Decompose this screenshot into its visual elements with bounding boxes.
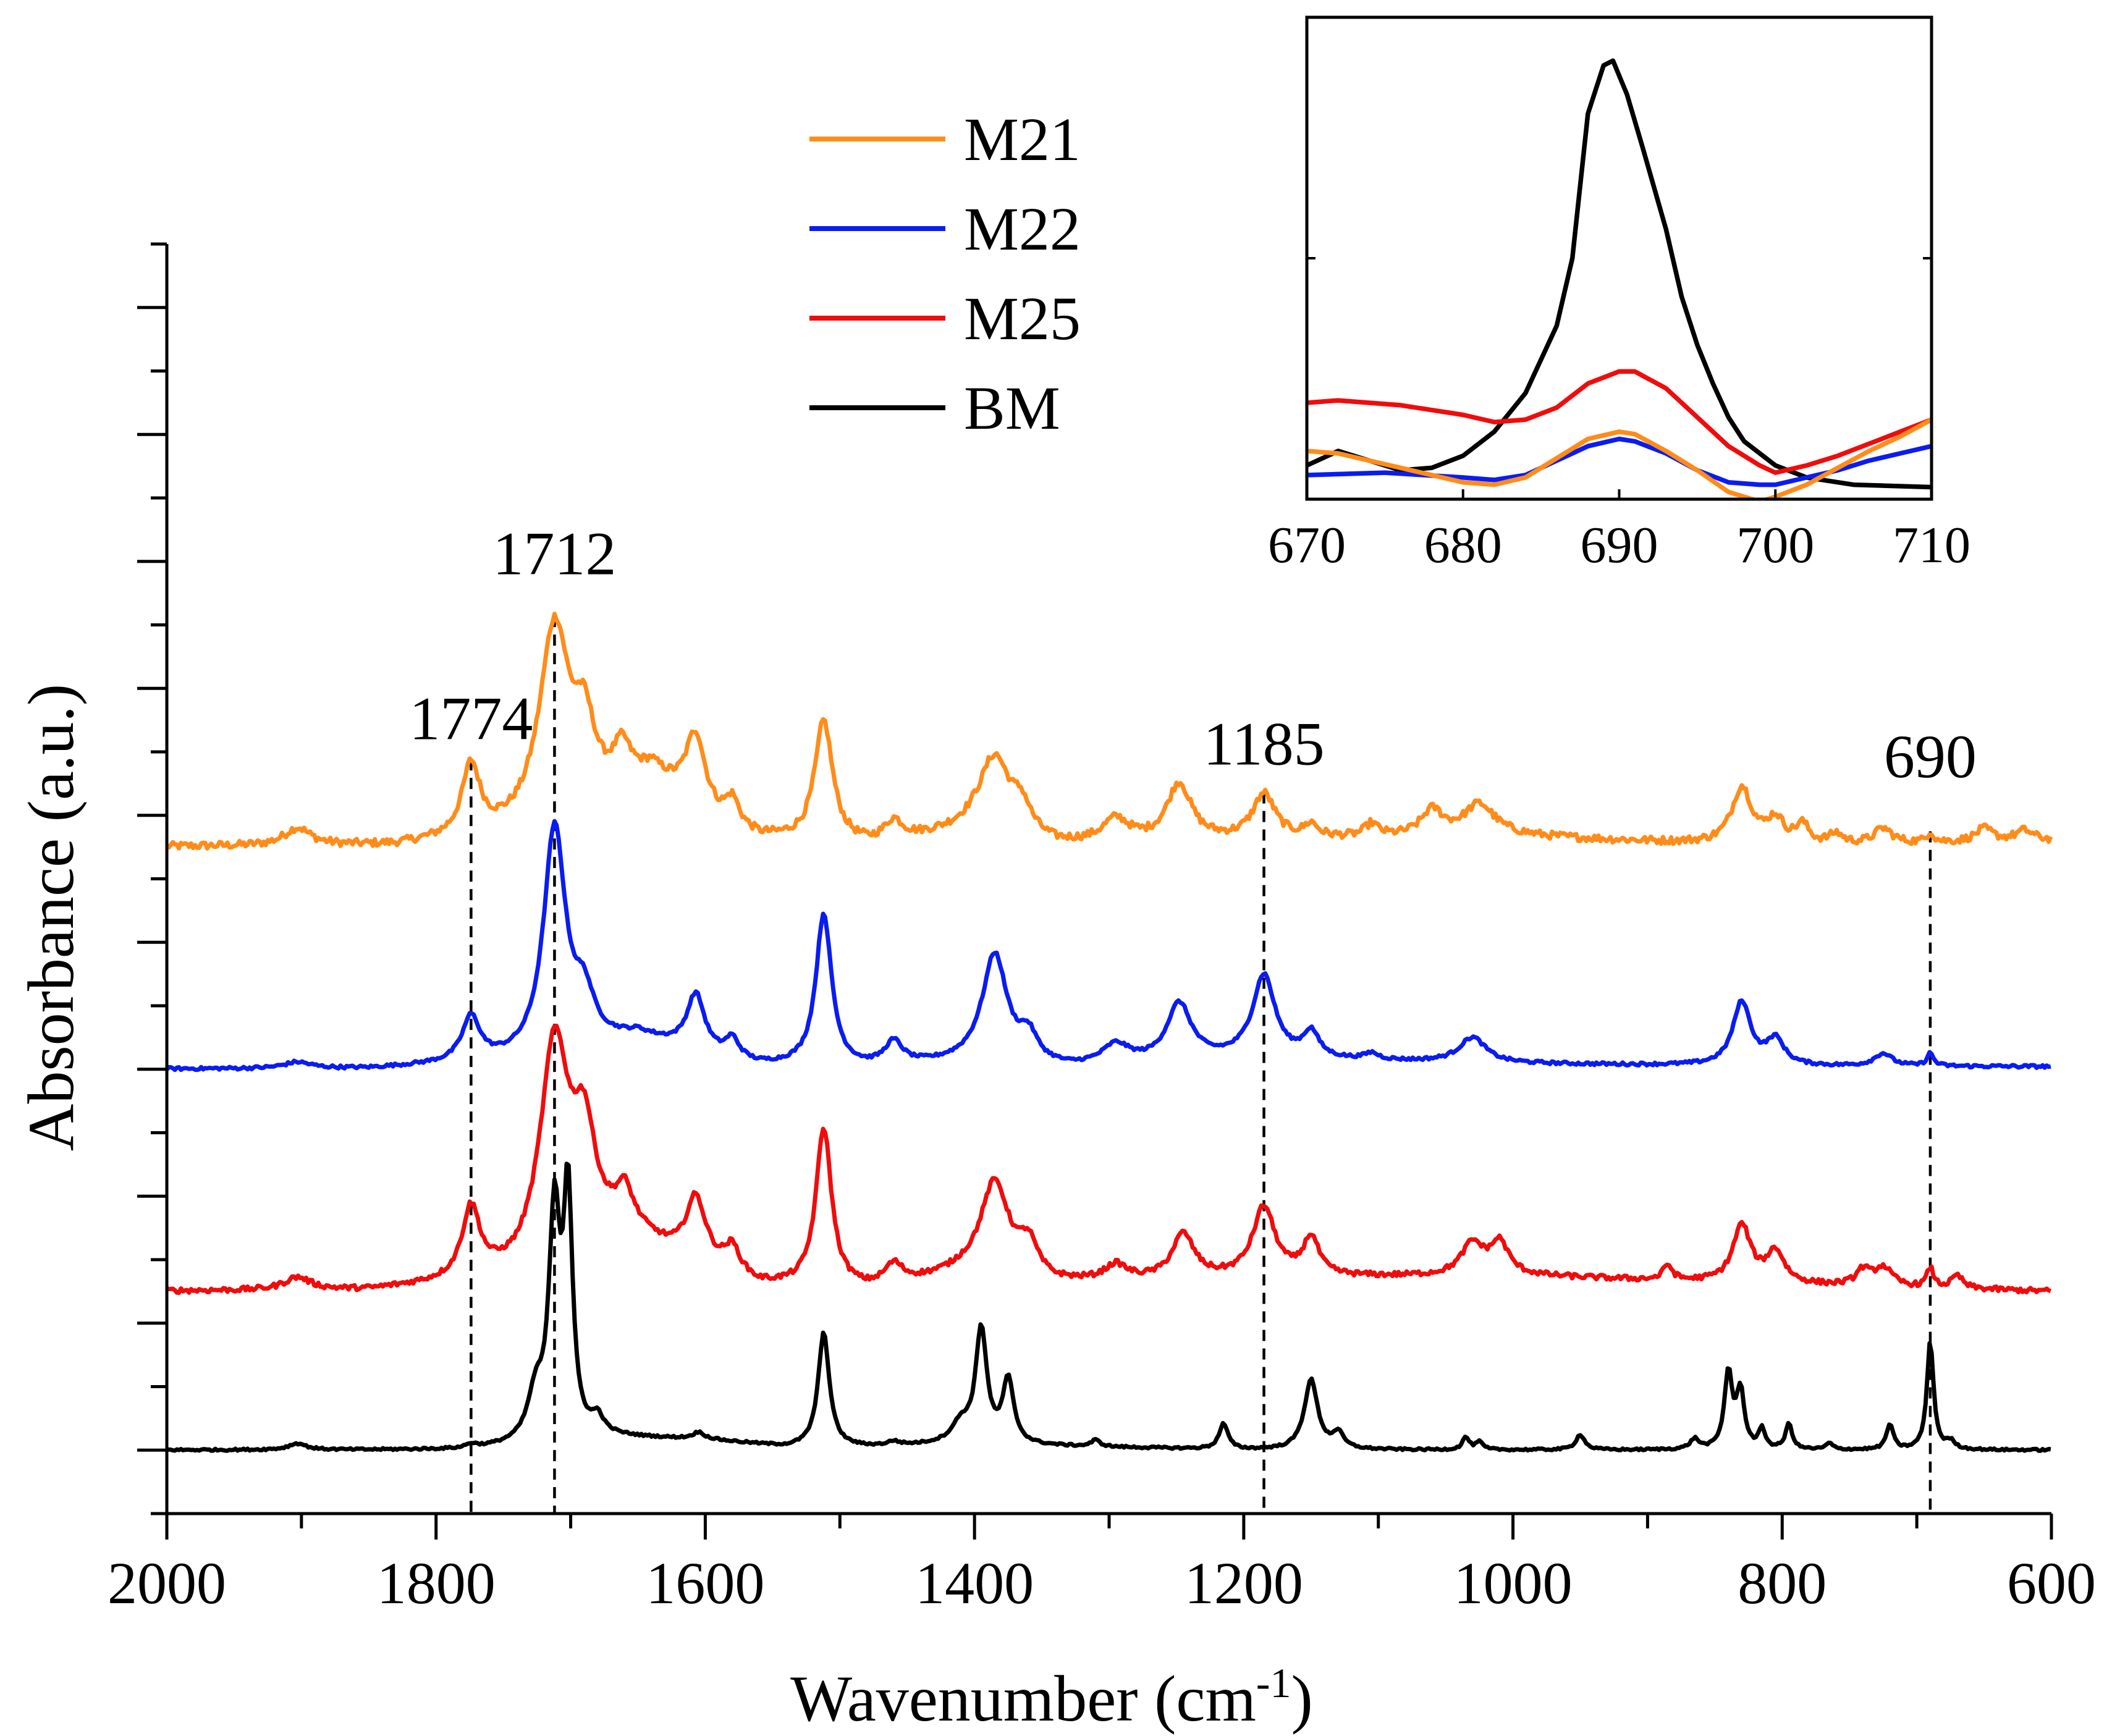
main-plot-series [165, 612, 2053, 1453]
inset-x-tick-label: 670 [1268, 516, 1346, 574]
inset-x-tick-label: 700 [1736, 516, 1814, 574]
inset-frame [1305, 15, 1933, 501]
inset-x-tick-label: 690 [1581, 516, 1658, 574]
inset-x-tick-label: 710 [1893, 516, 1970, 574]
annotation-label-1774: 1774 [409, 684, 533, 752]
x-tick-label: 1400 [915, 1550, 1034, 1616]
series-line-BM [166, 1161, 2051, 1453]
x-tick-label: 1000 [1454, 1550, 1573, 1616]
inset-series-line-M21 [1307, 417, 1932, 499]
inset-series-line-M22 [1307, 436, 1932, 487]
legend-label-M21: M21 [964, 105, 1081, 174]
x-tick-label: 1200 [1185, 1550, 1303, 1616]
x-tick-label: 600 [2007, 1550, 2096, 1616]
annotation-label-1185: 1185 [1203, 710, 1324, 778]
annotation-label-1712: 1712 [492, 519, 616, 588]
inset-series-line-M25 [1307, 369, 1932, 475]
series-line-M22 [165, 819, 2051, 1072]
inset-series [1307, 58, 1932, 499]
inset-series-line-BM [1307, 58, 1932, 490]
annotation-dashed-lines [470, 616, 1932, 1514]
legend-label-M25: M25 [964, 284, 1081, 353]
legend-label-M22: M22 [964, 195, 1081, 263]
annotation-labels: 1774 1712 1185 690 [409, 519, 1977, 791]
x-tick-label: 2000 [108, 1550, 226, 1616]
series-line-M25 [166, 1024, 2051, 1295]
legend-label-BM: BM [964, 374, 1060, 442]
annotation-label-690: 690 [1884, 722, 1977, 791]
y-axis-label: Absorbance (a.u.) [15, 684, 87, 1151]
inset-plot: 670 680 690 700 710 [1268, 15, 1970, 574]
x-tick-label: 1600 [646, 1550, 764, 1616]
series-line-M21 [165, 612, 2053, 851]
legend: M21 M22 M25 BM [809, 105, 1081, 442]
inset-x-tick-label: 680 [1424, 516, 1502, 574]
x-tick-label: 1800 [377, 1550, 496, 1616]
main-plot-axes: 2000 1800 1600 1400 1200 1000 800 600 [108, 242, 2096, 1616]
x-tick-label: 800 [1738, 1550, 1826, 1616]
x-axis-label: Wavenumber (cm-1) [790, 1659, 1313, 1735]
